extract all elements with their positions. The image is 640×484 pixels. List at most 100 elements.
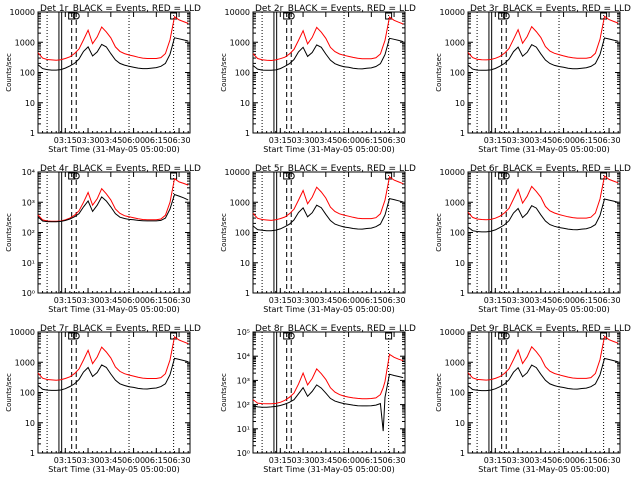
y-tick-label: 10³ — [22, 198, 35, 207]
y-tick-label: 10000 — [10, 328, 35, 337]
x-tick-label: 06:15 — [360, 296, 383, 305]
marker-circle — [502, 172, 510, 180]
x-tick-label: 06:00 — [122, 296, 145, 305]
chart-title: Det 7r_BLACK = Events, RED = LLD — [40, 324, 201, 334]
x-tick-label: 06:30 — [598, 456, 621, 465]
chart-title: Det 9r_BLACK = Events, RED = LLD — [470, 324, 631, 334]
chart-panel-5: Det 5r_BLACK = Events, RED = LLD 1 10 100 10… — [220, 164, 416, 314]
marker-circle — [72, 332, 80, 340]
y-tick-label: 10 — [25, 99, 35, 108]
x-tick-label: 06:00 — [552, 456, 575, 465]
y-tick-label: 100 — [235, 229, 250, 238]
chart-panel-9: Det 9r_BLACK = Events, RED = LLD 1 10 100 10… — [435, 324, 631, 474]
x-tick-label: 06:15 — [575, 296, 598, 305]
y-tick-label: 10² — [22, 229, 35, 238]
x-tick-label: 03:15 — [484, 136, 507, 145]
lld-series-line — [37, 177, 189, 222]
y-tick-label: 10000 — [225, 8, 250, 17]
marker-circle — [287, 172, 295, 180]
y-tick-label: 10⁴ — [237, 352, 250, 361]
x-tick-label: 06:15 — [145, 456, 168, 465]
events-series-line — [252, 37, 404, 71]
x-tick-label: 06:00 — [337, 296, 360, 305]
y-tick-label: 1 — [460, 449, 465, 458]
x-tick-label: 03:30 — [77, 456, 100, 465]
y-tick-label: 100 — [235, 69, 250, 78]
y-axis-label: Counts/sec — [220, 53, 228, 92]
y-axis-label: Counts/sec — [5, 53, 13, 92]
chart-title: Det 3r_BLACK = Events, RED = LLD — [470, 4, 631, 14]
x-tick-label: 03:30 — [507, 456, 530, 465]
y-tick-label: 10¹ — [22, 259, 35, 268]
x-tick-label: 06:30 — [168, 296, 191, 305]
marker-square — [68, 332, 76, 340]
x-axis-label: Start Time (31-May-05 05:00:00) — [263, 465, 394, 474]
x-tick-label: 06:15 — [145, 136, 168, 145]
marker-square — [68, 12, 76, 20]
y-tick-label: 1 — [460, 289, 465, 298]
x-tick-label: 03:30 — [507, 296, 530, 305]
x-tick-label: 06:30 — [383, 136, 406, 145]
lld-series-line — [467, 15, 619, 61]
x-tick-label: 06:30 — [598, 136, 621, 145]
y-tick-label: 10³ — [237, 376, 250, 385]
x-tick-label: 06:30 — [168, 456, 191, 465]
y-tick-label: 10000 — [440, 328, 465, 337]
y-tick-label: 10000 — [10, 8, 35, 17]
y-axis-label: Counts/sec — [5, 373, 13, 412]
lld-series-line — [467, 335, 619, 381]
y-tick-label: 10 — [240, 99, 250, 108]
y-tick-label: 100 — [20, 69, 35, 78]
plot-frame — [252, 171, 406, 294]
x-tick-label: 06:00 — [122, 136, 145, 145]
x-tick-label: 06:30 — [168, 136, 191, 145]
chart-title: Det 1r_BLACK = Events, RED = LLD — [40, 4, 201, 14]
x-tick-label: 03:15 — [54, 296, 77, 305]
events-series-line — [467, 357, 619, 392]
lld-series-line — [37, 335, 189, 381]
x-tick-label: 03:15 — [484, 456, 507, 465]
events-series-line — [252, 198, 404, 232]
marker-circle — [72, 172, 80, 180]
x-tick-label: 03:45 — [99, 456, 122, 465]
marker-square — [68, 172, 76, 180]
chart-panel-8: Det 8r_BLACK = Events, RED = LLD 10⁰ 10¹ 10… — [220, 324, 416, 474]
x-tick-label: 06:15 — [575, 456, 598, 465]
marker-circle — [502, 332, 510, 340]
chart-panel-7: Det 7r_BLACK = Events, RED = LLD 1 10 100 10… — [5, 324, 201, 474]
y-tick-label: 1000 — [15, 38, 35, 47]
plot-frame — [37, 11, 191, 134]
x-tick-label: 06:00 — [337, 136, 360, 145]
x-tick-label: 03:30 — [292, 296, 315, 305]
events-series-line — [467, 37, 619, 71]
x-tick-label: 03:15 — [54, 456, 77, 465]
y-tick-label: 10⁵ — [237, 328, 250, 337]
x-tick-label: 03:30 — [77, 296, 100, 305]
chart-title: Det 8r_BLACK = Events, RED = LLD — [255, 324, 416, 334]
x-tick-label: 03:15 — [54, 136, 77, 145]
y-tick-label: 10 — [25, 419, 35, 428]
y-tick-label: 1 — [245, 129, 250, 138]
x-tick-label: 06:00 — [337, 456, 360, 465]
chart-panel-4: Det 4r_BLACK = Events, RED = LLD 10⁰ 10¹ 10… — [5, 164, 201, 314]
x-tick-label: 03:45 — [314, 456, 337, 465]
y-tick-label: 1 — [30, 129, 35, 138]
lld-series-line — [37, 15, 189, 61]
events-series-line — [467, 198, 619, 233]
marker-circle — [502, 12, 510, 20]
y-tick-label: 10000 — [440, 168, 465, 177]
marker-circle — [287, 12, 295, 20]
plot-frame — [252, 331, 406, 454]
y-axis-label: Counts/sec — [435, 213, 443, 252]
x-tick-label: 06:30 — [383, 296, 406, 305]
y-tick-label: 1000 — [445, 38, 465, 47]
lld-series-line — [252, 353, 404, 405]
events-series-line — [37, 357, 189, 391]
x-tick-label: 03:15 — [269, 296, 292, 305]
x-tick-label: 06:15 — [575, 136, 598, 145]
y-axis-label: Counts/sec — [5, 213, 13, 252]
y-tick-label: 10 — [455, 259, 465, 268]
x-tick-label: 06:15 — [360, 456, 383, 465]
chart-panel-6: Det 6r_BLACK = Events, RED = LLD 1 10 100 10… — [435, 164, 631, 314]
